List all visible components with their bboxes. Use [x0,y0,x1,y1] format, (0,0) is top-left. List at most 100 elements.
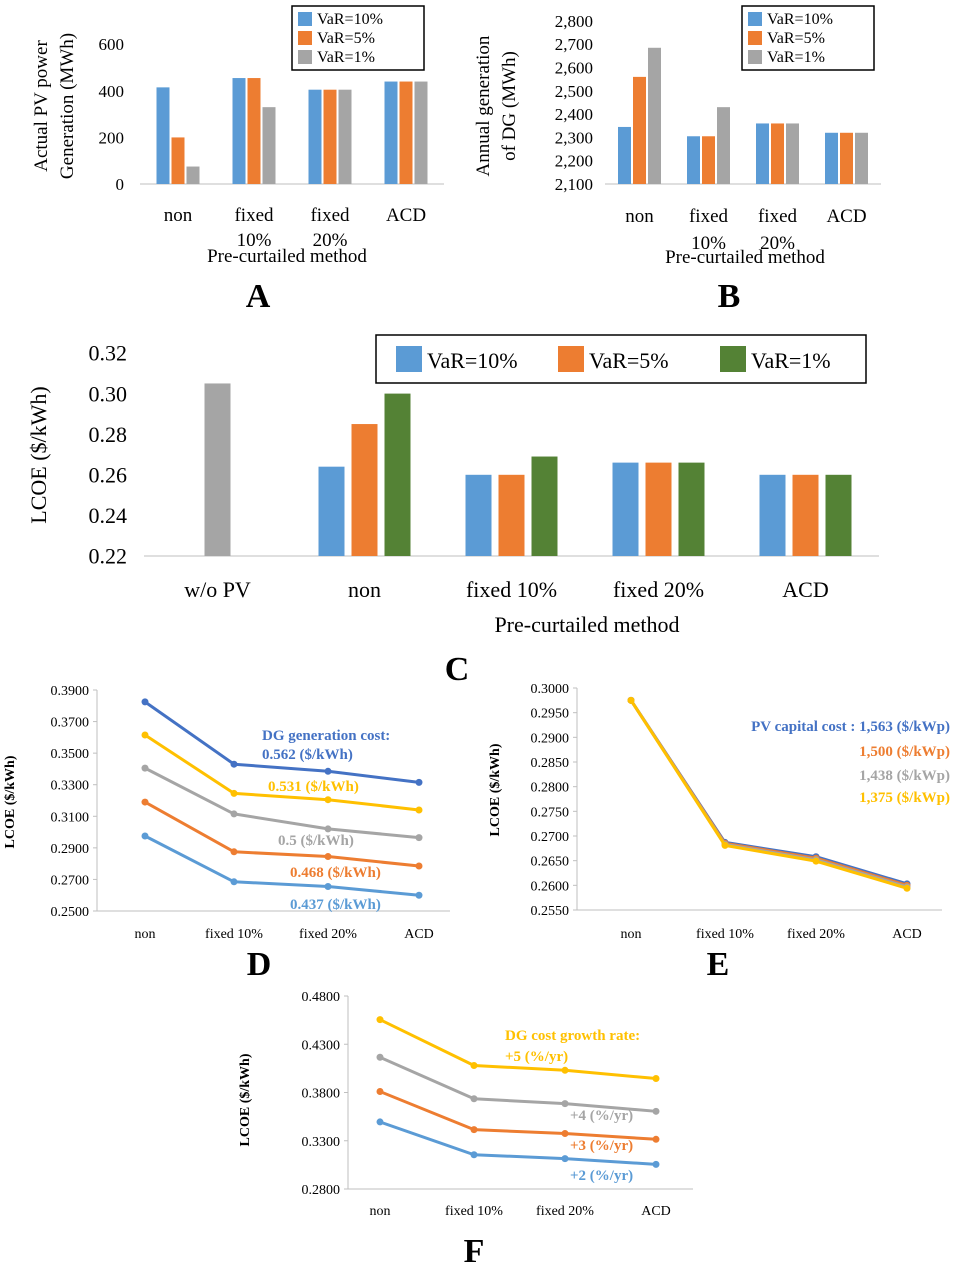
chart-f: 0.2800 0.3300 0.3800 0.4300 0.4800 non fixed 1… [238,990,693,1219]
y-tick-label: 2,600 [555,59,593,78]
data-point [141,698,149,706]
annotation-label: 1,438 ($/kWp) [859,768,950,784]
y-axis-label: of DG (MWh) [499,51,520,161]
series-line [144,766,420,840]
annotation-label: +4 (%/yr) [570,1108,633,1124]
bar [247,78,261,184]
series-line [144,800,420,868]
bar [825,132,838,184]
y-tick-label: 0.2700 [531,830,570,845]
y-tick-label: 0.2900 [51,842,90,857]
series-line [379,1055,657,1113]
annotation-label: DG generation cost: [262,728,390,744]
data-point [415,806,423,814]
legend-label: VaR=5% [589,348,669,373]
panel-letter: E [707,946,730,983]
x-tick-label: fixed [758,206,798,227]
data-point [141,731,149,739]
data-point [812,857,820,865]
data-point [561,1130,569,1138]
data-point [415,834,423,842]
data-point [470,1095,478,1103]
y-tick-label: 0.3300 [51,779,90,794]
x-axis-label: Pre-curtailed method [207,246,367,267]
y-tick-label: 0.2800 [531,781,570,796]
series-line [144,700,420,784]
data-point [324,796,332,804]
bar [717,107,730,184]
data-point [376,1118,384,1126]
legend: VaR=10% VaR=5% VaR=1% [741,5,875,71]
bar [351,424,378,556]
bar [186,166,200,184]
y-tick-label: 0.2700 [51,873,90,888]
y-tick-label: 0.3800 [302,1087,341,1102]
bar [399,81,413,184]
chart-b: 2,100 2,200 2,300 2,400 2,500 2,600 2,700 2,800… [473,5,881,268]
data-point [376,1016,384,1024]
y-tick-label: 600 [99,35,125,54]
legend-box [291,5,425,71]
data-point [561,1100,569,1108]
x-axis-label: Pre-curtailed method [494,612,679,637]
legend-swatch [720,346,746,372]
x-tick-label: fixed 10% [205,927,263,942]
data-point [324,767,332,775]
x-tick-label: 20% [760,233,795,254]
y-axis-label: Annual generation [473,35,494,176]
x-tick-label: non [135,927,156,942]
y-tick-label: 0.3000 [531,682,570,697]
y-tick-label: 0.2550 [531,904,570,919]
data-point [324,853,332,861]
bar [323,89,337,184]
bar [531,456,558,556]
y-tick-label: 2,400 [555,105,593,124]
data-point [141,798,149,806]
bar [633,76,646,184]
bar [855,132,868,184]
legend-label: VaR=10% [427,348,518,373]
y-tick-label: 0.22 [89,544,128,569]
x-tick-label: ACD [404,927,434,942]
bar [618,126,631,184]
bar [384,393,411,556]
legend-box [741,5,875,71]
bar [498,474,525,556]
panel-letter: D [247,946,272,983]
panel-letter: B [718,278,741,315]
y-tick-label: 0.24 [89,503,128,528]
panel-letter: F [464,1233,485,1265]
annotation-label: +2 (%/yr) [570,1168,633,1184]
legend-label: VaR=1% [751,348,831,373]
legend-swatch [748,50,762,64]
x-tick-label: non [348,577,381,602]
y-tick-label: 0.3700 [51,716,90,731]
x-tick-label: 10% [237,230,272,251]
y-tick-label: 0 [116,175,125,194]
y-tick-label: 2,800 [555,12,593,31]
data-point [652,1075,660,1083]
x-tick-label: fixed 20% [787,927,845,942]
data-point [561,1155,569,1163]
y-tick-label: 2,300 [555,128,593,147]
y-tick-label: 0.2600 [531,879,570,894]
data-point [470,1061,478,1069]
series-line [629,699,908,890]
x-tick-label: w/o PV [184,577,251,602]
annotation-label: 0.531 ($/kWh) [268,779,359,795]
annotation-label: 0.437 ($/kWh) [290,897,381,913]
legend-swatch [298,50,312,64]
annotation-label: +5 (%/yr) [505,1049,568,1065]
legend-swatch [748,12,762,26]
bar [687,136,700,184]
x-tick-label: 20% [313,230,348,251]
y-tick-label: 0.2850 [531,756,570,771]
x-tick-label: ACD [782,577,828,602]
x-tick-label: non [625,206,654,227]
data-point [652,1107,660,1115]
series-line [144,834,420,897]
y-tick-label: 0.2750 [531,805,570,820]
annotation-label: +3 (%/yr) [570,1138,633,1154]
chart-c: 0.22 0.24 0.26 0.28 0.30 0.32 w/o PV non fixed 1… [26,334,879,637]
